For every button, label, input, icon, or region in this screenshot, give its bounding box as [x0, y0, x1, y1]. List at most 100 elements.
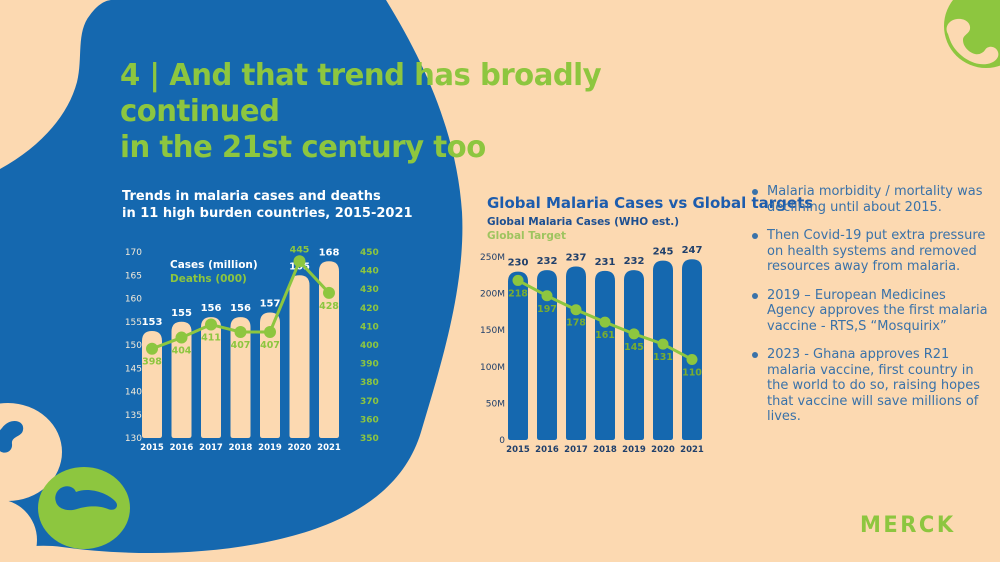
legend-deaths: Deaths (000): [170, 273, 247, 285]
axis-tick-label: 135: [125, 411, 142, 421]
bar-value-label: 245: [653, 247, 674, 258]
data-point: [541, 290, 553, 302]
axis-tick-label: 450: [360, 248, 379, 258]
cases-deaths-chart: 130 135 140 145 150 155 160 165 170 350 360 370 380 3…: [125, 246, 379, 453]
line-value-label: 197: [537, 304, 557, 315]
phone-icon: [944, 0, 1000, 68]
bullet-item: 2019 – European Medicines Agency approve…: [750, 288, 988, 335]
axis-tick-label: 165: [125, 271, 142, 281]
x-axis-label: 2018: [229, 443, 253, 453]
left-chart-title-line-2: in 11 high burden countries, 2015-2021: [122, 206, 413, 221]
merck-logo: MERCK: [860, 512, 956, 538]
x-axis-label: 2020: [288, 443, 312, 453]
bar-value-label: 237: [566, 253, 587, 264]
axis-tick-label: 410: [360, 322, 379, 332]
page-title: 4 | And that trend has broadly continued…: [120, 58, 721, 166]
x-axis-label: 2018: [593, 445, 617, 455]
bar: [171, 321, 192, 438]
bar-value-label: 230: [508, 258, 529, 269]
line-value-label: 178: [566, 318, 586, 329]
axis-tick-label: 430: [360, 285, 379, 295]
axis-tick-label: 150: [125, 341, 142, 351]
bar: [653, 260, 673, 440]
axis-tick-label: 170: [125, 248, 142, 258]
data-point: [628, 328, 640, 340]
left-chart-title-line-1: Trends in malaria cases and deaths: [122, 189, 381, 204]
bar: [289, 275, 310, 438]
axis-tick-label: 200M: [480, 290, 505, 300]
line-value-label: 411: [201, 333, 221, 344]
bar: [682, 259, 702, 440]
axis-tick-label: 400: [360, 341, 379, 351]
axis-tick-label: 100M: [480, 363, 505, 373]
bar-value-label: 156: [230, 303, 251, 314]
bar-value-label: 231: [595, 257, 616, 268]
line-value-label: 445: [290, 246, 310, 255]
axis-tick-label: 390: [360, 360, 379, 370]
bar-value-label: 153: [142, 317, 163, 328]
global-cases-targets-chart: 0 50M 100M 150M 200M 250M 230 2015 232 2016 237 201…: [480, 246, 704, 455]
bullet-list: Malaria morbidity / mortality was declin…: [750, 184, 988, 438]
data-point: [657, 338, 669, 350]
data-point: [146, 342, 158, 355]
bar: [319, 261, 339, 438]
axis-tick-label: 360: [360, 415, 379, 425]
bar: [537, 270, 557, 440]
x-axis-label: 2016: [535, 445, 559, 455]
axis-tick-label: 155: [125, 318, 142, 328]
bullet-text: Malaria morbidity / mortality was declin…: [767, 184, 983, 215]
title-line-2: in the 21st century too: [120, 130, 486, 165]
axis-tick-label: 160: [125, 295, 142, 305]
legend-global-cases: Global Malaria Cases (WHO est.): [487, 216, 680, 228]
x-axis-label: 2017: [564, 445, 588, 455]
line-value-label: 404: [172, 346, 192, 357]
data-point: [512, 274, 524, 286]
bar-value-label: 168: [319, 247, 340, 258]
right-chart-title: Global Malaria Cases vs Global targets: [487, 194, 814, 212]
bar-value-label: 232: [537, 256, 558, 267]
axis-tick-label: 440: [360, 267, 379, 277]
bullet-item: 2023 - Ghana approves R21 malaria vaccin…: [750, 347, 988, 425]
bullet-text: 2019 – European Medicines Agency approve…: [767, 287, 988, 334]
axis-tick-label: 145: [125, 364, 142, 374]
data-point: [234, 325, 247, 338]
line-value-label: 407: [231, 340, 251, 351]
x-axis-label: 2019: [622, 445, 646, 455]
bar: [230, 317, 251, 438]
x-axis-label: 2021: [680, 445, 704, 455]
bar: [260, 312, 280, 438]
x-axis-label: 2021: [317, 443, 341, 453]
data-point: [264, 325, 276, 338]
bar-value-label: 247: [682, 246, 703, 256]
bar: [508, 271, 528, 440]
bar-value-label: 232: [624, 256, 645, 267]
x-axis-label: 2017: [199, 443, 223, 453]
axis-tick-label: 50M: [486, 399, 505, 409]
bullet-item: Malaria morbidity / mortality was declin…: [750, 184, 988, 215]
x-axis-label: 2015: [140, 443, 164, 453]
line-value-label: 145: [624, 342, 644, 353]
bullet-text: Then Covid-19 put extra pressure on heal…: [767, 228, 986, 274]
axis-tick-label: 0: [499, 436, 505, 446]
data-point: [323, 286, 335, 299]
left-chart-legend: Cases (million) Deaths (000): [170, 258, 258, 286]
bar: [624, 270, 644, 440]
x-axis-label: 2015: [506, 445, 530, 455]
bar: [595, 270, 615, 440]
bar-value-label: 157: [260, 298, 281, 309]
axis-tick-label: 150M: [480, 326, 505, 336]
bar: [201, 317, 221, 438]
line-value-label: 110: [682, 367, 702, 378]
data-point: [175, 331, 188, 344]
bar: [142, 331, 162, 438]
title-line-1: 4 | And that trend has broadly continued: [120, 58, 602, 129]
data-point: [205, 318, 217, 331]
data-point: [686, 353, 698, 365]
axis-tick-label: 130: [125, 434, 142, 444]
line-value-label: 218: [508, 288, 528, 299]
data-point: [599, 316, 611, 328]
axis-tick-label: 350: [360, 434, 379, 444]
bar: [566, 266, 586, 440]
mosquito-blob-icon: [0, 403, 62, 501]
